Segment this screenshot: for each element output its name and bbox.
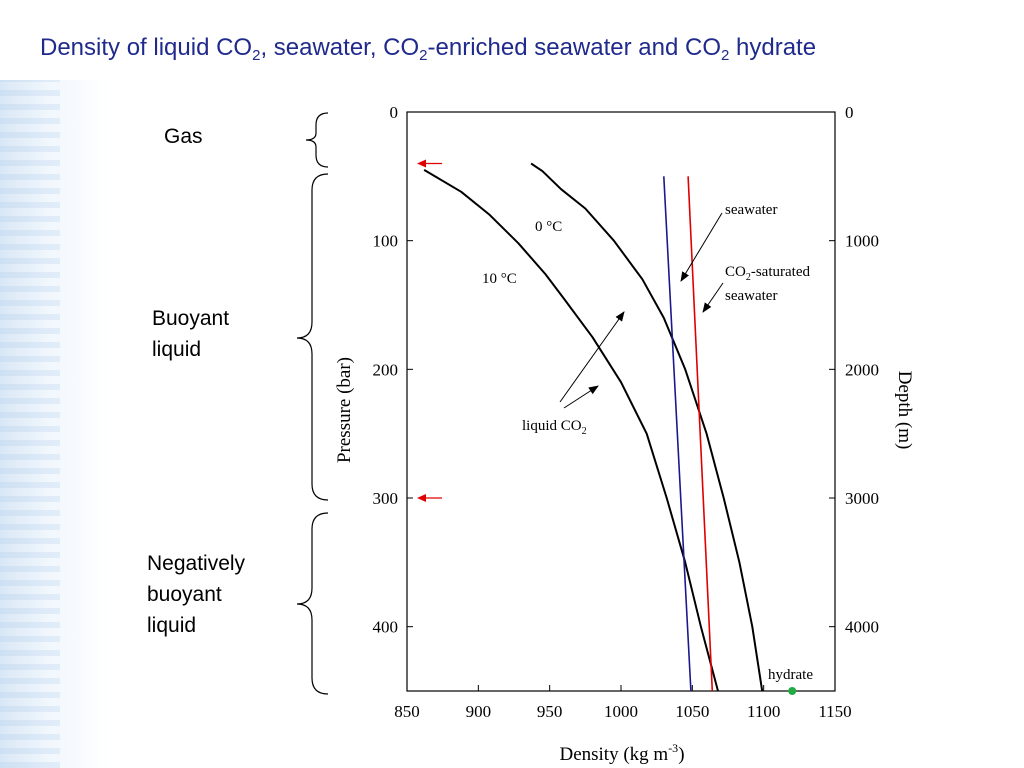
background-decoration-stripes <box>0 80 60 768</box>
buoyant-brace <box>296 173 329 501</box>
arrow-liquid-co2-10c <box>563 385 599 409</box>
series-line-10-oc <box>423 169 719 692</box>
buoyant-liquid-label: Buoyant liquid <box>152 307 230 361</box>
arrow-liquid-co2-0c <box>559 311 625 403</box>
y-tick-label: 100 <box>373 232 399 251</box>
hydrate-point <box>788 687 797 695</box>
y2-tick-label: 1000 <box>845 232 879 251</box>
x-axis-label: Density (kg m-3) <box>559 741 684 765</box>
y-axis-label: Pressure (bar) <box>334 357 355 463</box>
gas-label: Gas <box>164 125 203 148</box>
slide-title: Density of liquid CO2, seawater, CO2-enr… <box>40 34 817 64</box>
pressure-marker-arrow-head <box>417 494 426 502</box>
y-tick-label: 0 <box>390 103 399 122</box>
arrow-seawater <box>680 212 723 282</box>
label-co2-saturated-seawater: seawater <box>725 288 777 304</box>
x-tick-label: 950 <box>537 702 563 721</box>
label-liquid-co2: liquid CO2 <box>522 418 587 437</box>
gas-brace <box>305 112 329 168</box>
y2-tick-label: 2000 <box>845 360 879 379</box>
background-decoration <box>0 80 110 768</box>
x-tick-label: 1100 <box>747 702 780 721</box>
negatively-buoyant-brace <box>296 512 329 695</box>
y2-tick-label: 4000 <box>845 618 879 637</box>
arrow-co2-saturated <box>702 282 724 313</box>
y-tick-label: 400 <box>373 618 399 637</box>
label-co2-saturated: CO2-saturated <box>725 264 810 283</box>
x-tick-label: 900 <box>466 702 492 721</box>
y-tick-label: 300 <box>373 489 399 508</box>
x-tick-label: 1050 <box>675 702 709 721</box>
label-hydrate: hydrate <box>768 667 813 683</box>
series-line-co2-saturated-seawater <box>687 176 714 692</box>
x-tick-label: 1000 <box>604 702 638 721</box>
y2-tick-label: 0 <box>845 103 854 122</box>
label-seawater: seawater <box>725 202 777 218</box>
label-0c: 0 °C <box>535 219 562 235</box>
y2-tick-label: 3000 <box>845 489 879 508</box>
negatively-buoyant-liquid-label: Negatively buoyant liquid <box>147 552 246 637</box>
y-tick-label: 200 <box>373 360 399 379</box>
series-line-seawater <box>663 176 692 692</box>
x-tick-label: 1150 <box>818 702 851 721</box>
y2-axis-label: Depth (m) <box>894 371 915 450</box>
pressure-marker-arrow-head <box>417 159 426 168</box>
series-line-0-oc <box>530 162 764 692</box>
x-tick-label: 850 <box>394 702 420 721</box>
label-10c: 10 °C <box>482 271 517 287</box>
